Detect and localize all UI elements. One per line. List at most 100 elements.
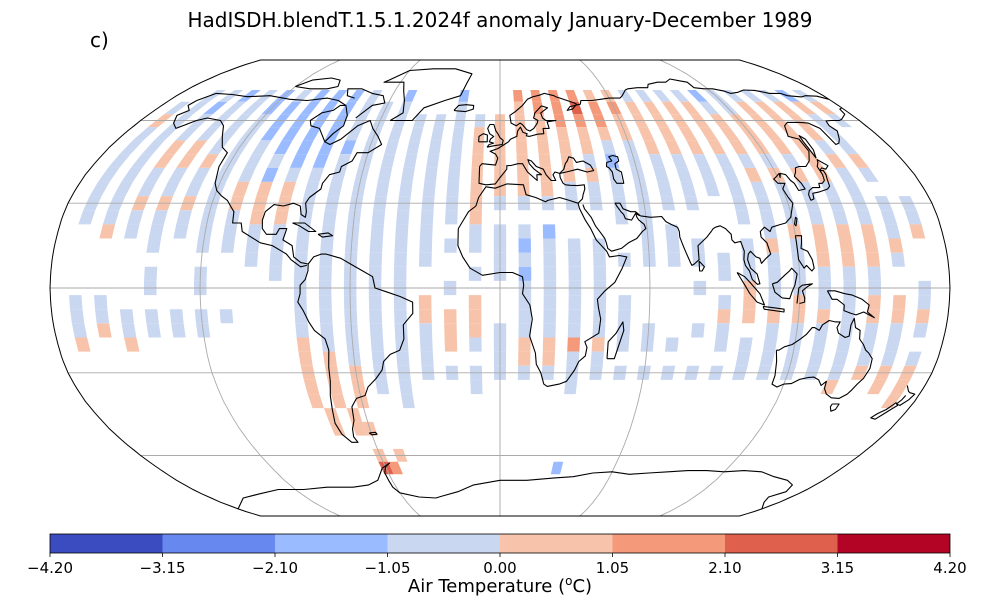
grid-cell xyxy=(738,337,753,352)
grid-cell xyxy=(319,101,339,115)
grid-cell xyxy=(99,224,116,239)
grid-cell xyxy=(176,210,192,225)
grid-cell xyxy=(789,167,809,182)
grid-cell xyxy=(397,101,413,115)
grid-cell xyxy=(267,154,285,168)
grid-cell xyxy=(582,154,597,168)
grid-cell xyxy=(643,101,661,115)
grid-cell xyxy=(653,167,669,182)
grid-cell xyxy=(816,252,831,267)
grid-cell xyxy=(148,224,164,239)
grid-cell xyxy=(293,295,307,310)
grid-cell xyxy=(728,140,749,155)
grid-cell xyxy=(680,181,697,197)
coastline xyxy=(736,272,766,306)
grid-cell xyxy=(323,408,341,422)
grid-cell xyxy=(820,181,839,197)
grid-cell xyxy=(518,309,532,324)
coastline xyxy=(798,135,817,159)
grid-cell xyxy=(836,337,852,352)
grid-cell xyxy=(232,181,250,197)
grid-cell xyxy=(396,351,410,366)
grid-cell xyxy=(319,309,333,324)
grid-cell xyxy=(835,140,859,155)
grid-cell xyxy=(884,337,901,352)
grid-cell xyxy=(634,90,653,102)
grid-cell xyxy=(191,167,211,182)
grid-cell xyxy=(811,224,827,239)
grid-cell xyxy=(739,90,764,102)
grid-cell xyxy=(260,127,281,141)
grid-cell xyxy=(890,379,911,395)
grid-cell xyxy=(809,101,836,115)
grid-cell xyxy=(320,323,334,338)
grid-cell xyxy=(680,101,700,115)
grid-cell xyxy=(703,181,720,197)
grid-cell xyxy=(843,181,863,197)
grid-cell xyxy=(444,337,458,352)
grid-cell xyxy=(144,266,158,281)
grid-cell xyxy=(543,309,557,324)
grid-cell xyxy=(303,379,320,395)
grid-cell xyxy=(880,351,898,366)
grid-cell xyxy=(591,337,605,352)
grid-cell xyxy=(347,90,366,102)
grid-cell xyxy=(146,238,161,253)
grid-cell xyxy=(842,295,856,310)
colorbar-label-unit: C) xyxy=(572,576,593,597)
grid-cell xyxy=(665,140,682,155)
grid-cell xyxy=(550,461,564,475)
grid-cell xyxy=(590,351,604,366)
grid-cell xyxy=(444,323,457,338)
grid-cell xyxy=(245,238,260,253)
grid-cell xyxy=(108,154,131,168)
grid-cell xyxy=(832,351,849,366)
grid-cell xyxy=(760,127,782,141)
grid-cell xyxy=(470,167,483,182)
grid-cell xyxy=(472,140,484,155)
grid-cell xyxy=(319,252,333,267)
grid-cell xyxy=(322,351,337,366)
grid-cell xyxy=(797,181,816,197)
grid-cell xyxy=(388,127,403,141)
grid-cell xyxy=(756,90,782,102)
grid-cell xyxy=(687,90,708,102)
grid-cell xyxy=(811,337,827,352)
grid-cell xyxy=(665,224,679,239)
grid-cell xyxy=(237,167,256,182)
grid-cell xyxy=(721,167,739,182)
grid-cell xyxy=(446,181,460,197)
grid-cell xyxy=(814,140,837,155)
grid-cell xyxy=(296,337,311,352)
grid-cell xyxy=(327,379,343,395)
grid-cell xyxy=(543,252,557,267)
grid-cell xyxy=(121,323,137,338)
grid-cell xyxy=(94,295,108,310)
grid-cell xyxy=(270,238,285,253)
colorbar-tick-label: 3.15 xyxy=(821,559,854,577)
grid-cell xyxy=(318,295,332,310)
grid-cell xyxy=(281,127,301,141)
grid-cell xyxy=(396,210,410,225)
grid-cell xyxy=(251,140,272,155)
grid-cell xyxy=(814,323,829,338)
grid-cell xyxy=(767,266,782,281)
grid-cell xyxy=(310,90,331,102)
grid-cell xyxy=(388,461,403,475)
grid-cell xyxy=(468,266,482,281)
grid-cell xyxy=(771,140,793,155)
grid-cell xyxy=(610,181,625,197)
grid-cell xyxy=(370,224,384,239)
grid-cell xyxy=(568,309,581,324)
grid-cell xyxy=(296,224,311,239)
colorbar-swatch xyxy=(162,534,275,553)
colorbar-tick-label: −1.05 xyxy=(365,559,411,577)
grid-cell xyxy=(426,154,440,168)
grid-cell xyxy=(863,323,879,338)
grid-cell xyxy=(567,337,581,352)
grid-cell xyxy=(468,295,482,310)
coastline xyxy=(453,104,475,113)
grid-cell xyxy=(419,252,432,267)
coastline xyxy=(605,154,625,184)
grid-cell xyxy=(537,140,550,155)
